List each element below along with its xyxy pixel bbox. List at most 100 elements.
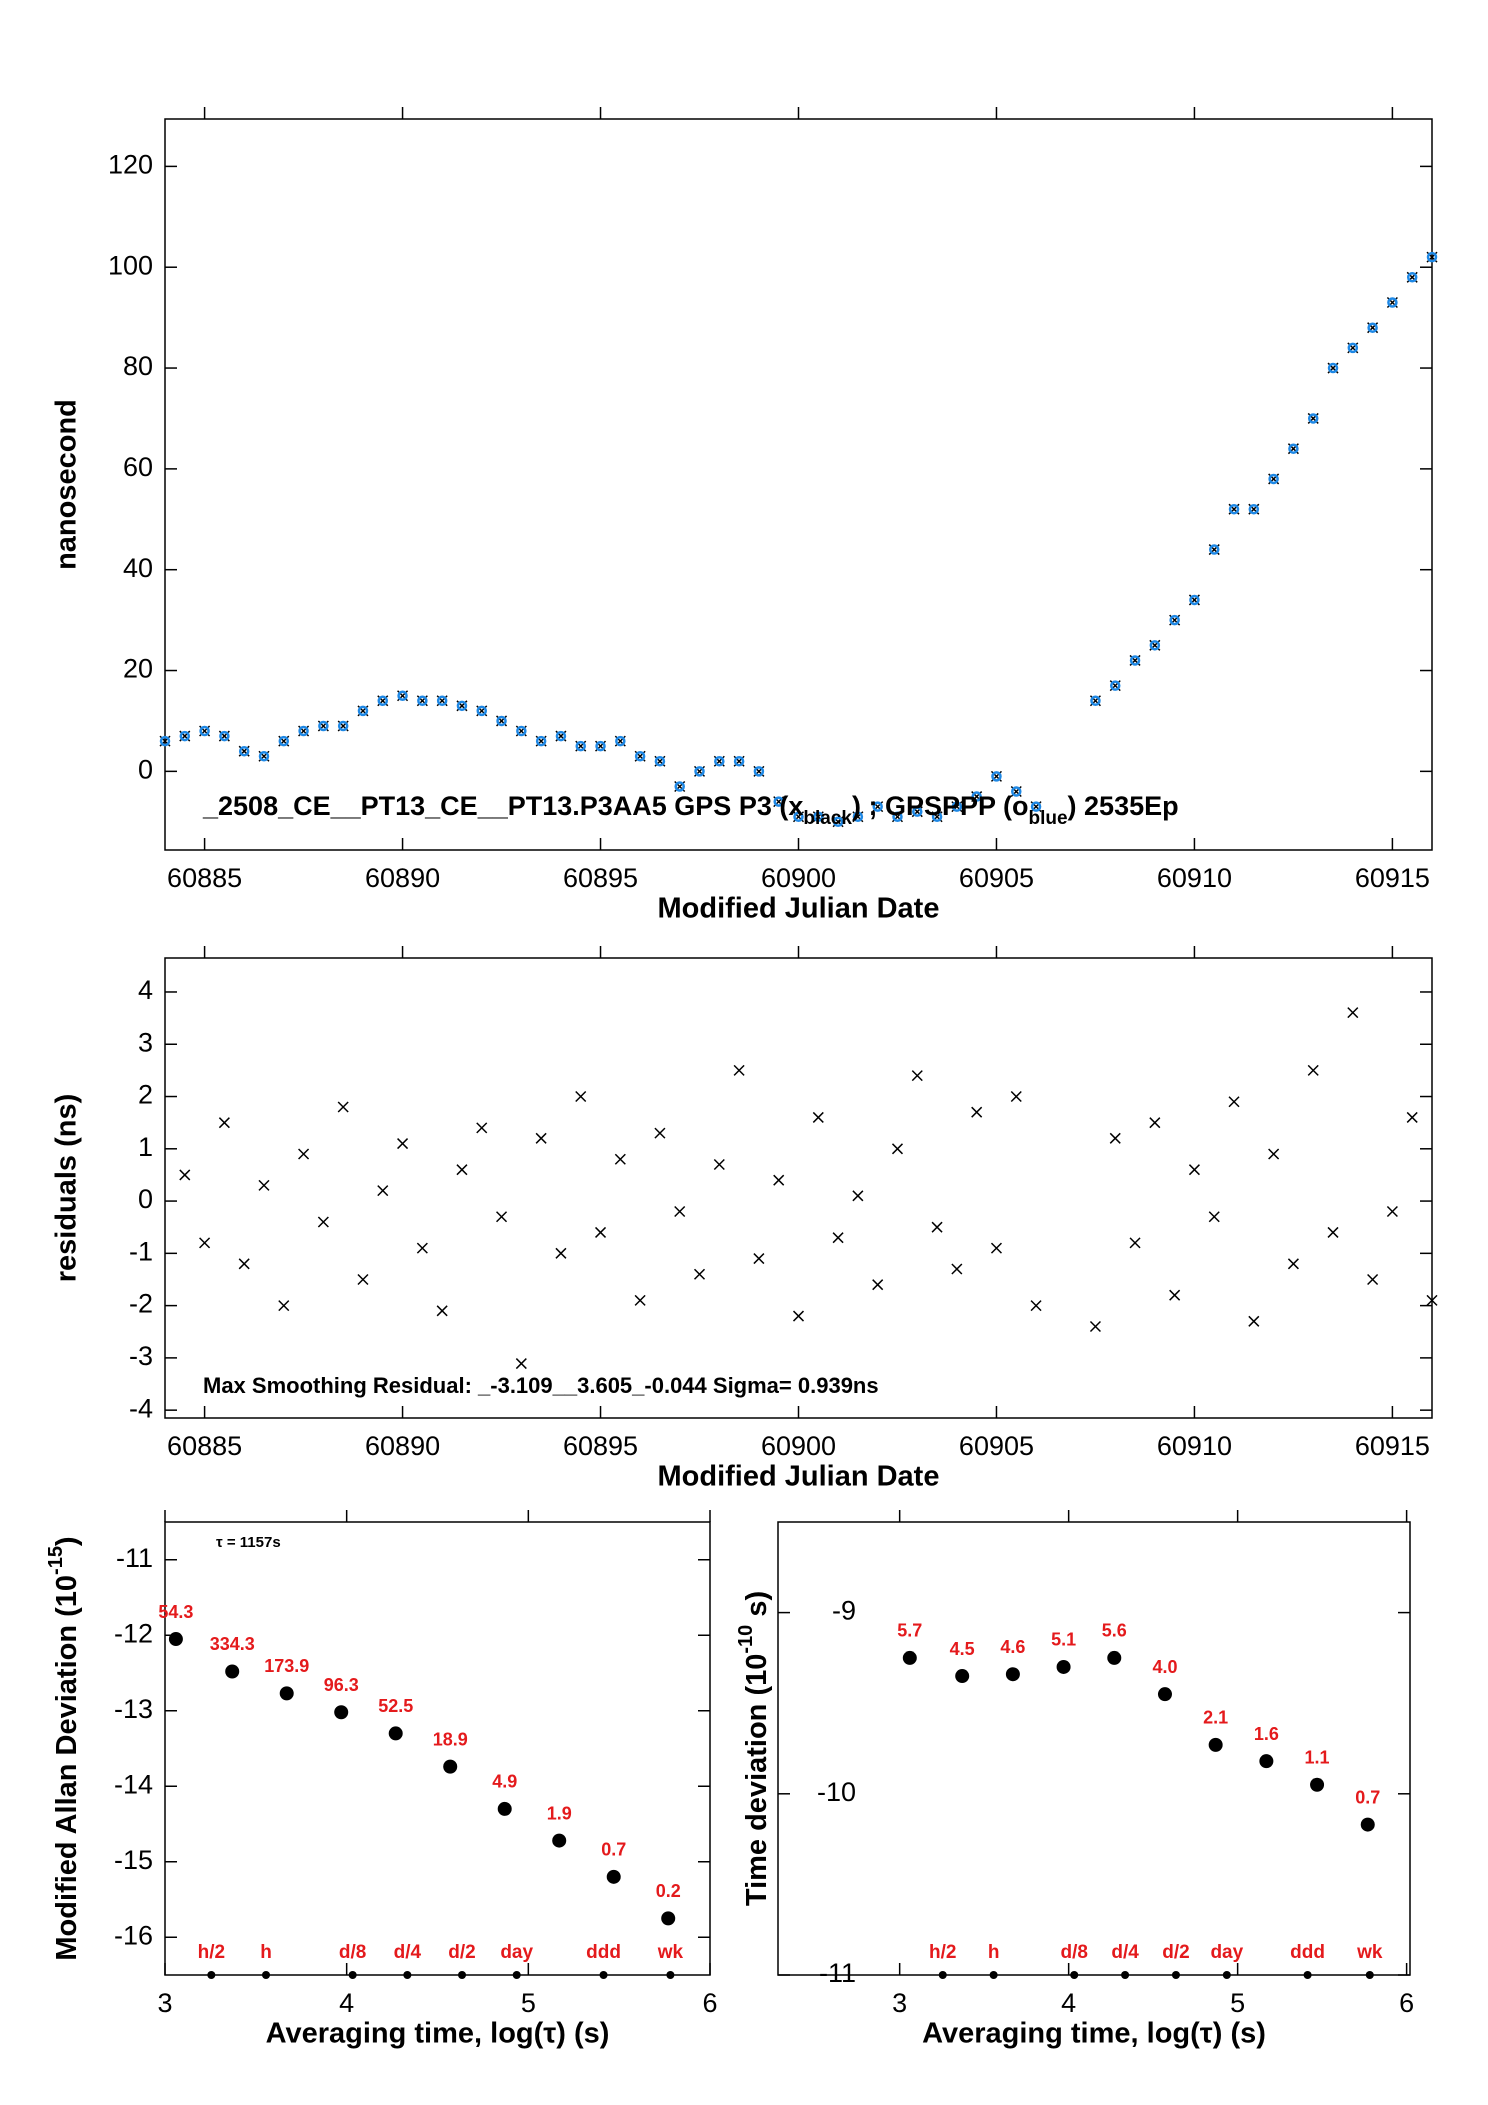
point [397,1138,409,1150]
point [219,730,230,742]
point [1056,1659,1071,1674]
plot-frame [777,1521,1411,1976]
x-tick-label: 5 [521,1988,536,2018]
text-part: s) [741,1591,773,1625]
x-tick-label: 60910 [1157,1431,1232,1461]
point [1268,1148,1280,1160]
point [1327,1226,1339,1238]
point [497,1801,512,1816]
point [733,756,745,767]
point [476,705,487,717]
point [1107,1650,1122,1665]
point [476,1122,488,1134]
x-tick-label: 60895 [563,863,638,893]
point [1110,680,1121,691]
point-label: 96.3 [324,1675,359,1695]
time-mark-label: ddd [1290,1942,1325,1963]
x-axis-label: Averaging time, log(τ) (s) [922,2018,1266,2050]
y-tick-label: 0 [138,1184,153,1214]
point-label: 52.5 [378,1696,413,1716]
point [1010,1090,1022,1103]
point [990,1242,1003,1254]
point-label: 18.9 [433,1729,468,1749]
point [852,811,864,822]
point [792,1310,805,1322]
x-tick-label: 3 [157,1988,172,2018]
point [388,1726,403,1741]
point-label: 5.1 [1051,1630,1076,1650]
annotation: Max Smoothing Residual: _-3.109__3.605_-… [203,1373,879,1398]
point [955,1669,970,1684]
x-tick-label: 60905 [959,863,1034,893]
point [1188,1164,1200,1176]
point [773,796,784,807]
y-tick-label: 120 [108,150,153,180]
point [1259,1754,1274,1769]
point [1169,1289,1181,1301]
y-tick-label: -11 [819,1958,856,1988]
y-tick-label: 3 [138,1027,153,1057]
point [753,766,765,777]
point [1287,1258,1299,1270]
time-mark [1365,1971,1374,1979]
point [318,720,329,732]
point [436,1305,448,1317]
time-mark [1303,1971,1312,1979]
point-label: 4.0 [1152,1657,1177,1677]
x-tick-label: 60900 [761,1431,836,1461]
point [1248,503,1260,515]
point [456,1164,468,1176]
point [1129,655,1141,666]
text-part: ) 2535Ep [1068,791,1179,821]
point [225,1664,240,1679]
point [1030,801,1042,812]
x-tick-label: 60885 [167,1431,242,1461]
point [279,1686,294,1701]
x-axis-label: Averaging time, log(τ) (s) [266,2018,610,2050]
time-mark-label: wk [657,1942,684,1963]
point [535,735,547,747]
point [317,1216,329,1228]
plot-frame [164,118,1433,851]
text-part: -10 [735,1625,757,1654]
plot-frame [164,1521,711,1976]
time-mark-label: d/8 [1061,1942,1088,1963]
point-label: 0.2 [656,1881,681,1901]
point-label: 1.1 [1305,1747,1330,1767]
point [1089,1320,1101,1333]
text-part: blue [1028,808,1067,829]
point [812,1111,824,1123]
point [337,1101,349,1113]
x-tick-label: 3 [892,1988,907,2018]
point-label: 173.9 [264,1656,309,1676]
point [1149,640,1161,651]
point-label: 0.7 [601,1840,626,1860]
x-tick-label: 60890 [365,863,440,893]
x-axis-label: Modified Julian Date [658,893,940,925]
x-tick-label: 60895 [563,1431,638,1461]
point [654,756,666,767]
point [654,1127,666,1139]
time-mark-label: d/4 [394,1942,422,1963]
text-part: Time deviation (10 [741,1654,773,1907]
point [199,725,210,737]
point [1129,1237,1141,1249]
point [931,1221,943,1233]
point [1406,1111,1418,1123]
time-mark [666,1971,675,1979]
x-tick-label: 60885 [167,863,242,893]
point [436,695,448,707]
point [552,1833,567,1848]
y-tick-label: -3 [129,1341,153,1371]
y-tick-label: -4 [129,1393,153,1423]
point-label: 1.6 [1254,1724,1279,1744]
point [218,1117,230,1129]
time-mark-label: ddd [586,1942,621,1963]
point [179,730,191,742]
x-tick-label: 6 [702,1988,717,2018]
point [1208,1211,1220,1223]
point [443,1759,458,1774]
time-mark [1121,1971,1130,1979]
point [575,1090,587,1103]
